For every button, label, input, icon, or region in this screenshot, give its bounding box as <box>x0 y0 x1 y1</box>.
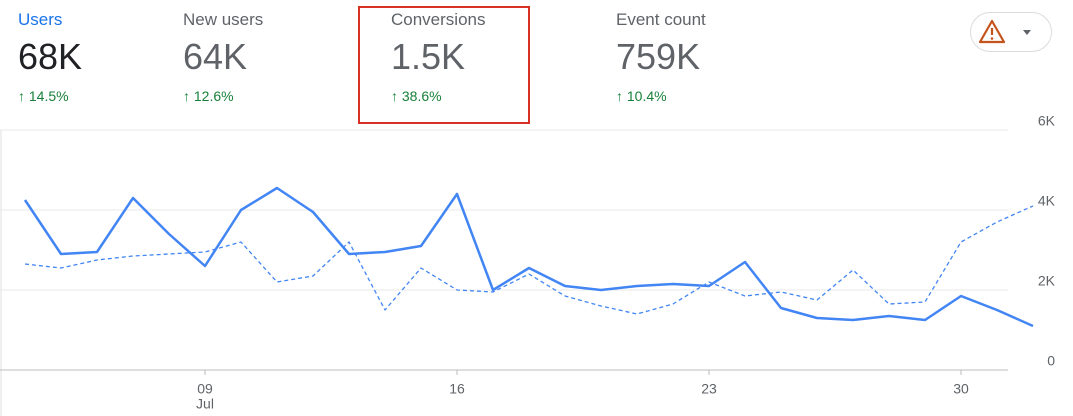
warning-icon <box>978 19 1031 44</box>
y-tick-label: 4K <box>1038 193 1056 209</box>
metric-card[interactable]: Users 68K ↑ 14.5% <box>18 10 82 104</box>
change-text: 38.6% <box>401 88 442 104</box>
change-text: 12.6% <box>193 88 234 104</box>
y-tick-label: 6K <box>1038 113 1056 129</box>
metric-card[interactable]: Conversions 1.5K ↑ 38.6% <box>391 10 486 104</box>
series-line <box>24 205 1034 315</box>
x-tick-label: 09 <box>197 381 213 397</box>
metric-change: ↑ 12.6% <box>183 88 234 104</box>
metric-value: 68K <box>18 36 83 77</box>
metric-card[interactable]: New users 64K ↑ 12.6% <box>183 10 263 104</box>
metric-change: ↑ 14.5% <box>18 88 69 104</box>
y-tick-label: 2K <box>1038 273 1056 289</box>
metric-label: Users <box>18 10 63 29</box>
metric-value: 64K <box>183 36 248 77</box>
metric-value: 1.5K <box>391 36 466 77</box>
metric-label: Event count <box>616 10 706 29</box>
warning-button[interactable] <box>970 12 1052 52</box>
metric-label: New users <box>183 10 264 29</box>
metric-change: ↑ 10.4% <box>616 88 667 104</box>
x-tick-label: 23 <box>701 381 717 397</box>
x-tick-label: 30 <box>953 381 969 397</box>
metric-label: Conversions <box>391 10 486 29</box>
highlight-box <box>358 6 530 124</box>
x-tick-label: 16 <box>449 381 465 397</box>
metric-change: ↑ 38.6% <box>391 88 442 104</box>
series-line <box>23 186 1034 328</box>
y-tick-label: 0 <box>1047 353 1055 369</box>
x-period-label: Jul <box>196 396 214 412</box>
change-text: 14.5% <box>28 88 69 104</box>
change-text: 10.4% <box>626 88 667 104</box>
metric-card[interactable]: Event count 759K ↑ 10.4% <box>616 10 706 104</box>
metric-value: 759K <box>616 36 701 77</box>
